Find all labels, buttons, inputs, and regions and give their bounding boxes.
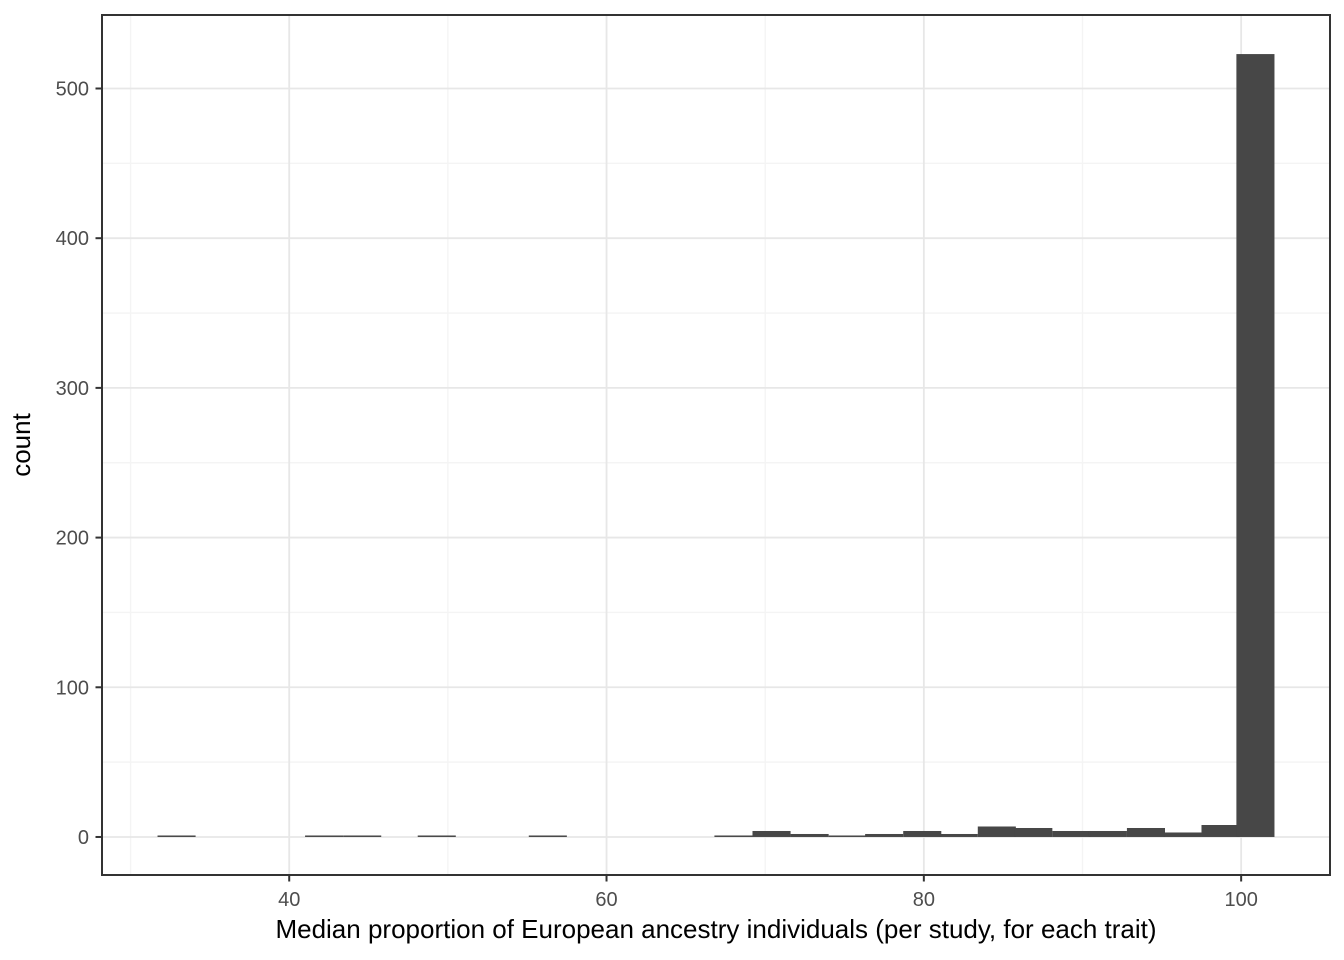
histogram-bar [977, 826, 1016, 837]
x-tick-label: 40 [278, 889, 300, 911]
histogram-bar [157, 835, 196, 837]
histogram-bar [752, 830, 791, 837]
histogram-bar [417, 835, 456, 837]
histogram-bar [1163, 832, 1202, 837]
x-axis-title: Median proportion of European ancestry i… [275, 914, 1156, 944]
axis-tick-marks [95, 87, 1243, 882]
histogram-bar [790, 833, 829, 837]
x-tick-label: 60 [595, 889, 617, 911]
y-tick-label: 100 [56, 677, 89, 699]
x-axis-tick-labels: 40 60 80 100 [278, 889, 1258, 911]
y-tick-label: 0 [78, 827, 89, 849]
histogram-bar [828, 835, 867, 837]
histogram-bar [865, 833, 904, 837]
y-axis-title: count [6, 412, 36, 476]
minor-gridlines [102, 15, 1330, 875]
histogram-bar [343, 835, 382, 837]
histogram-bar [939, 833, 978, 837]
histogram-bars [157, 54, 1275, 837]
panel-border [101, 14, 1331, 876]
major-gridlines [102, 15, 1330, 875]
y-tick-label: 500 [56, 79, 89, 101]
histogram-bar [903, 830, 942, 837]
y-axis-tick-labels: 0 100 200 300 400 500 [56, 79, 89, 849]
histogram-bar [305, 835, 344, 837]
x-tick-label: 100 [1224, 889, 1257, 911]
histogram-bar [1126, 827, 1165, 837]
histogram-bar [1201, 825, 1240, 837]
histogram-bar [528, 835, 567, 837]
histogram-bar [714, 835, 753, 837]
histogram-bar [1236, 54, 1275, 837]
y-tick-label: 200 [56, 528, 89, 550]
histogram-bar [1014, 827, 1053, 837]
histogram-bar [1052, 830, 1091, 837]
y-tick-label: 400 [56, 228, 89, 250]
histogram-bar [1088, 830, 1127, 837]
x-tick-label: 80 [913, 889, 935, 911]
y-tick-label: 300 [56, 378, 89, 400]
